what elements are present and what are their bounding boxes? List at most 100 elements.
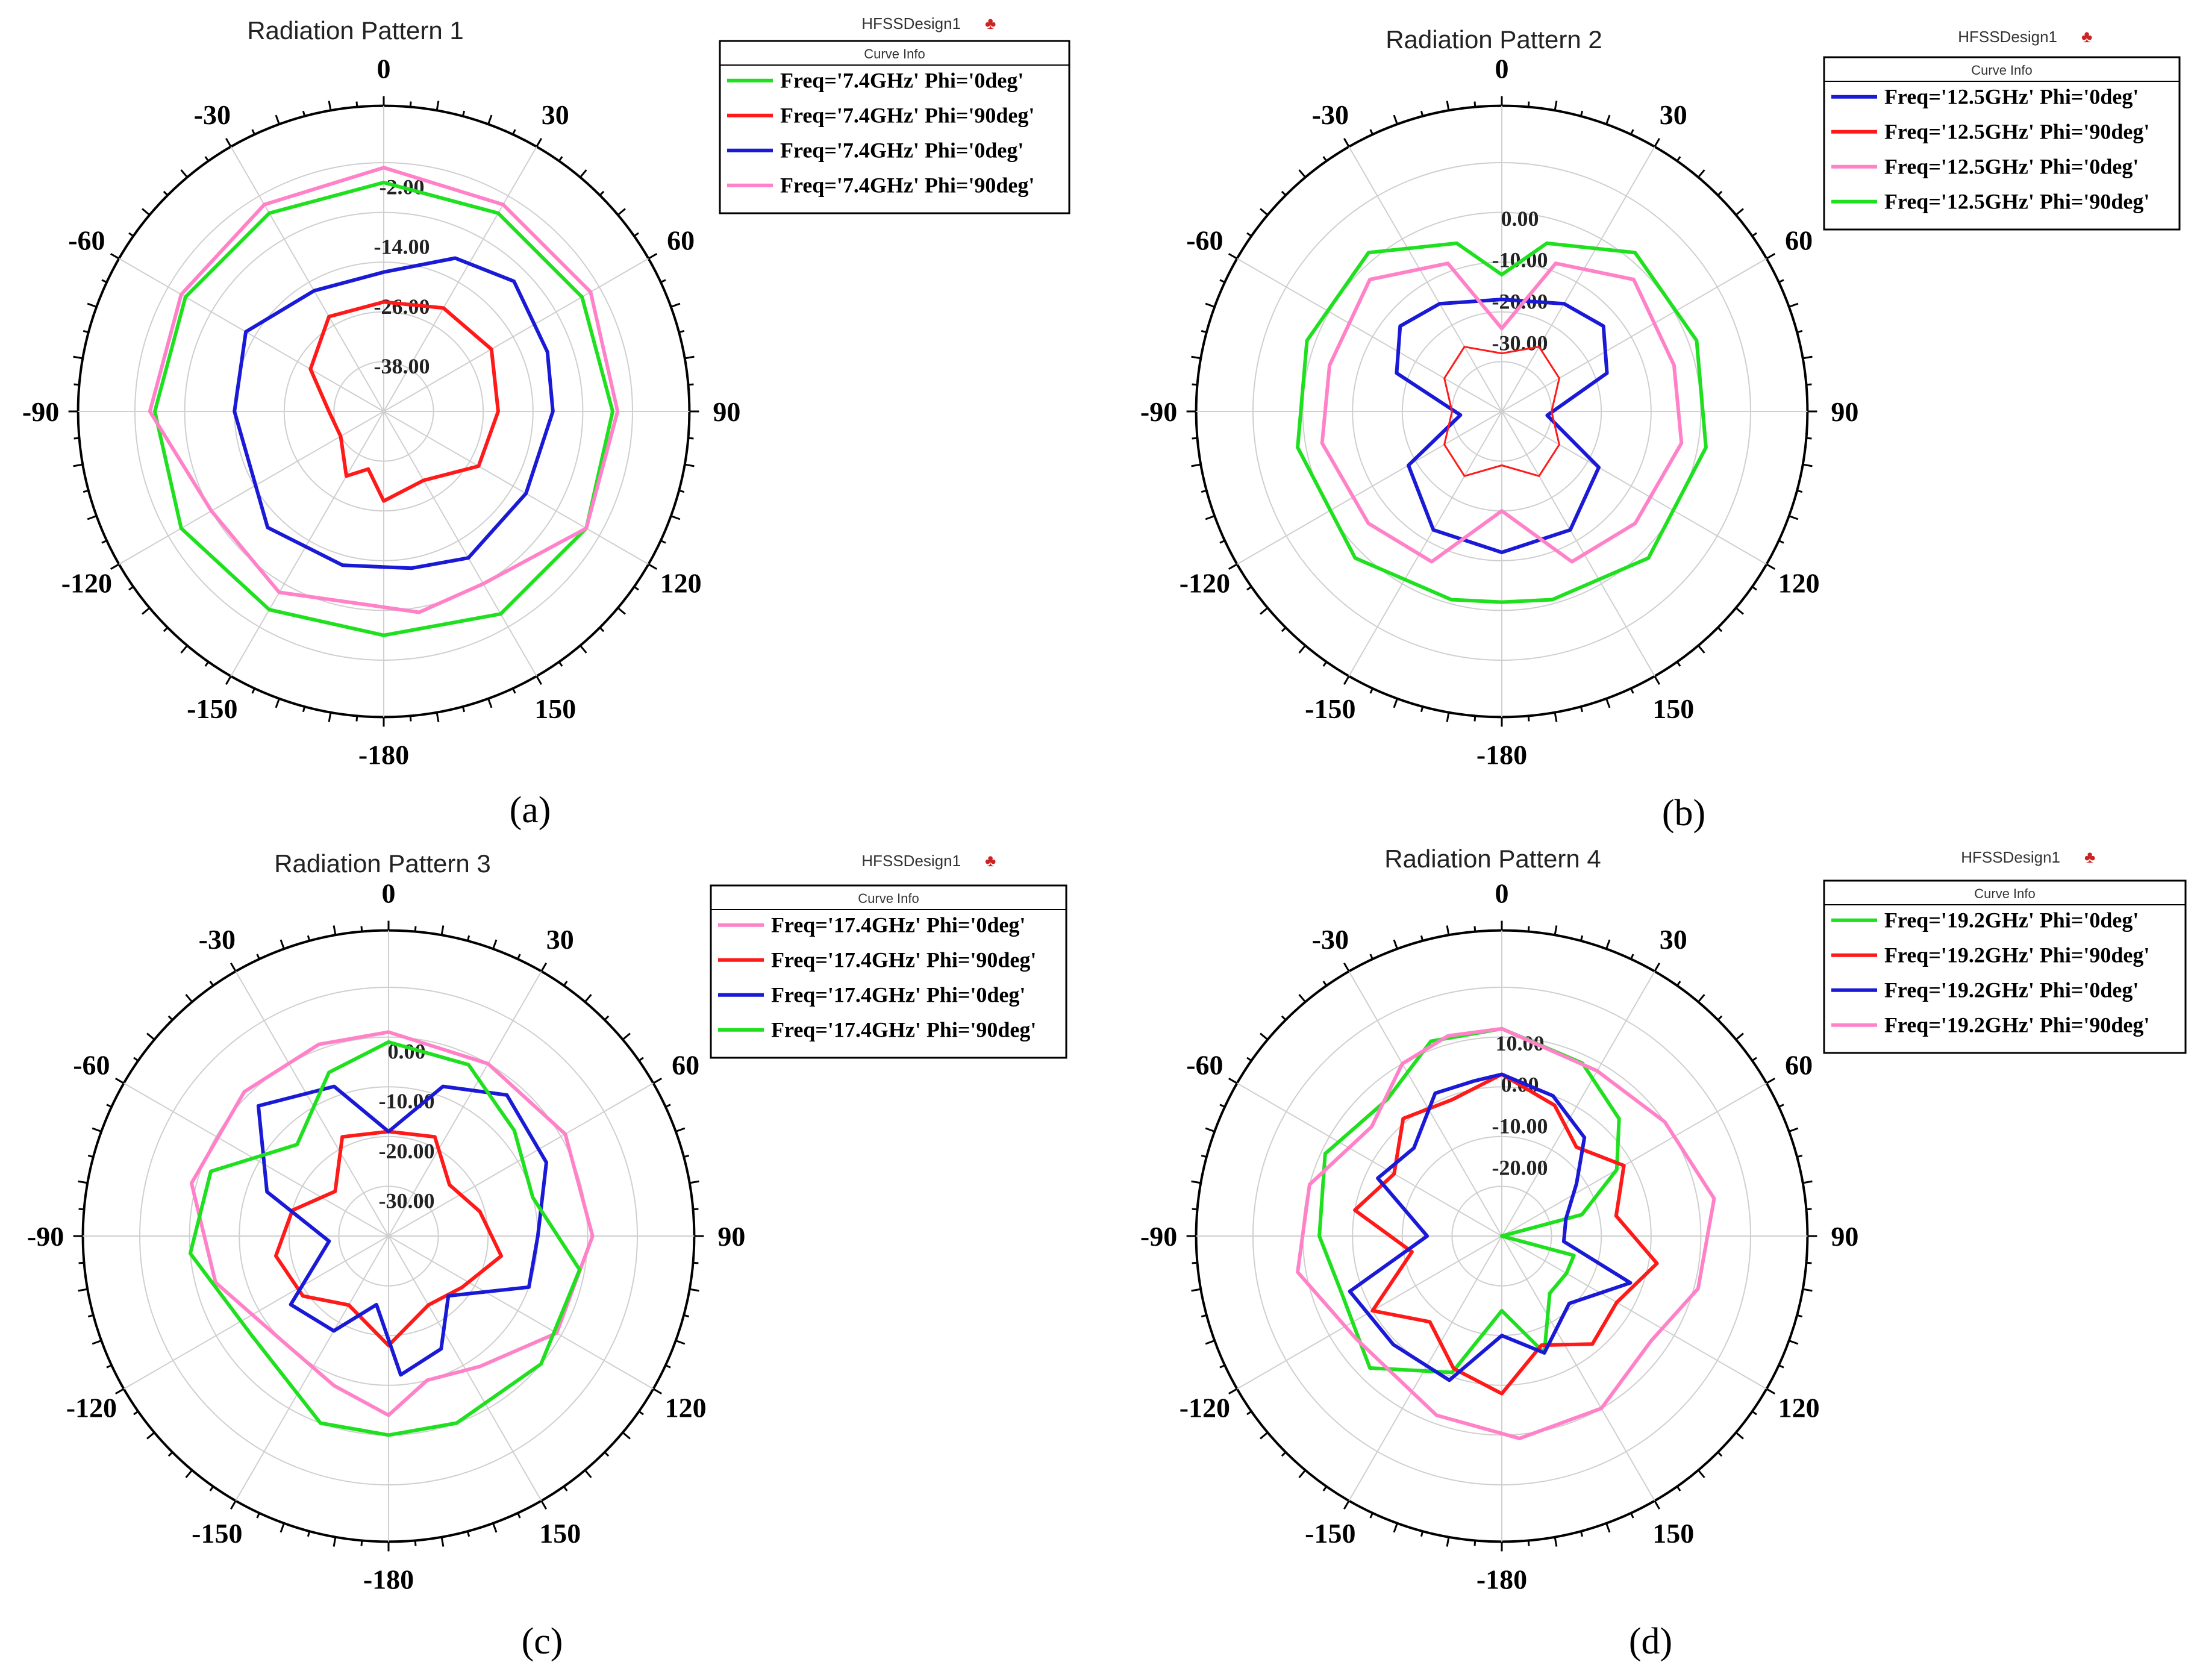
angle-tick-mark xyxy=(688,383,694,386)
angle-tick-mark xyxy=(1766,253,1776,260)
angle-tick-mark xyxy=(409,101,412,107)
grid-spoke xyxy=(1501,411,1767,565)
angle-tick-mark xyxy=(1393,698,1398,708)
angle-tick-mark xyxy=(1751,1410,1757,1416)
angle-tick-mark xyxy=(251,688,255,694)
angle-tick-mark xyxy=(683,1154,690,1158)
angle-tick-mark xyxy=(275,698,280,708)
angle-tick-mark xyxy=(409,716,412,722)
series-line-3 xyxy=(256,1084,548,1377)
angle-tick-mark xyxy=(670,302,681,308)
chart-title: Radiation Pattern 4 xyxy=(1384,845,1601,873)
angle-tick-mark xyxy=(1527,1540,1530,1546)
angle-tick-label: -180 xyxy=(358,739,409,770)
angle-tick-mark xyxy=(256,1513,260,1519)
angle-tick-mark xyxy=(1766,1388,1776,1394)
angle-tick-mark xyxy=(1281,626,1287,632)
angle-tick-mark xyxy=(1735,1032,1744,1040)
grid-spoke xyxy=(1348,146,1502,412)
angle-tick-mark xyxy=(1554,925,1558,935)
grid-spoke xyxy=(1501,258,1767,412)
angle-tick-label: 120 xyxy=(1778,568,1820,599)
angle-tick-label: 60 xyxy=(1785,1049,1813,1080)
series-line-4 xyxy=(148,166,620,614)
angle-tick-mark xyxy=(536,675,542,685)
angle-tick-mark xyxy=(466,935,470,941)
angle-tick-mark xyxy=(1580,1531,1584,1537)
angle-tick-label: 30 xyxy=(542,99,569,130)
radial-tick-label: -14.00 xyxy=(374,235,430,259)
legend-label: Freq='12.5GHz' Phi='90deg' xyxy=(1884,120,2149,144)
legend: Curve Info Freq='19.2GHz' Phi='0deg' Freq=… xyxy=(1823,879,2187,1054)
angle-tick-mark xyxy=(492,939,498,949)
angle-tick-mark xyxy=(466,1531,470,1537)
angle-tick-mark xyxy=(1654,1500,1660,1510)
angle-tick-mark xyxy=(683,1314,690,1318)
design-label: HFSSDesign1 xyxy=(861,14,961,33)
legend-label: Freq='7.4GHz' Phi='90deg' xyxy=(780,104,1034,128)
legend-label: Freq='17.4GHz' Phi='90deg' xyxy=(771,1018,1036,1042)
series-line-1 xyxy=(189,1030,595,1417)
legend-label: Freq='19.2GHz' Phi='90deg' xyxy=(1884,943,2149,967)
angle-tick-mark xyxy=(1219,1364,1225,1369)
angle-tick-mark xyxy=(1369,1513,1373,1519)
angle-tick-mark xyxy=(1766,563,1776,570)
angle-tick-mark xyxy=(225,675,232,685)
panel-caption: (c) xyxy=(522,1621,563,1662)
angle-tick-mark xyxy=(540,1500,547,1510)
angle-tick-mark xyxy=(101,279,107,283)
angle-tick-mark xyxy=(1446,925,1450,935)
angle-tick-mark xyxy=(1789,1127,1799,1132)
angle-tick-mark xyxy=(1630,1513,1634,1519)
angle-tick-mark xyxy=(1778,540,1784,544)
legend-label: Freq='12.5GHz' Phi='0deg' xyxy=(1884,155,2139,179)
angle-tick-mark xyxy=(204,661,210,667)
angle-tick-label: 150 xyxy=(534,693,576,724)
angle-tick-label: 150 xyxy=(539,1518,581,1549)
grid-spoke xyxy=(1237,258,1502,412)
angle-tick-mark xyxy=(517,954,521,960)
grid-spoke xyxy=(383,411,649,565)
angle-tick-mark xyxy=(1789,1340,1799,1345)
angle-tick-label: -90 xyxy=(1140,396,1177,427)
angle-tick-mark xyxy=(1698,645,1705,654)
angle-tick-mark xyxy=(675,1127,686,1132)
angle-tick-mark xyxy=(87,1154,94,1158)
angle-tick-label: -60 xyxy=(73,1049,110,1080)
angle-tick-mark xyxy=(684,355,695,360)
angle-tick-mark xyxy=(461,706,466,713)
angle-tick-mark xyxy=(670,515,681,520)
angle-tick-mark xyxy=(1219,279,1225,283)
angle-tick-label: 30 xyxy=(1660,99,1687,130)
angle-tick-mark xyxy=(146,1432,155,1440)
angle-tick-mark xyxy=(167,1015,173,1021)
angle-tick-mark xyxy=(1527,101,1530,107)
angle-tick-mark xyxy=(307,1531,311,1537)
angle-tick-mark xyxy=(230,1500,237,1510)
angle-tick-mark xyxy=(101,540,107,544)
angle-tick-mark xyxy=(1698,994,1705,1003)
angle-tick-label: -60 xyxy=(1186,1049,1223,1080)
angle-tick-mark xyxy=(1201,329,1207,334)
angle-tick-mark xyxy=(73,355,83,360)
angle-tick-mark xyxy=(128,232,134,237)
angle-tick-mark xyxy=(110,563,120,570)
angle-tick-mark xyxy=(275,114,280,125)
grid-spoke xyxy=(1501,1235,1655,1501)
angle-tick-mark xyxy=(512,129,516,135)
angle-tick-mark xyxy=(1717,190,1723,196)
angle-tick-mark xyxy=(617,607,626,615)
design-label: HFSSDesign1 xyxy=(861,852,961,870)
angle-tick-mark xyxy=(1228,1388,1238,1394)
grid-spoke xyxy=(123,1082,389,1237)
polar-chart-panel-1: Radiation Pattern 1 HFSSDesign1 ♣ 0 30 60 90 12… xyxy=(22,14,1070,831)
angle-tick-mark xyxy=(328,101,332,111)
angle-tick-label: 0 xyxy=(1495,878,1509,909)
legend-label: Freq='17.4GHz' Phi='0deg' xyxy=(771,913,1025,937)
angle-tick-mark xyxy=(1343,675,1350,685)
legend-box xyxy=(719,40,1070,214)
angle-tick-mark xyxy=(487,114,493,125)
angle-tick-mark xyxy=(114,1078,125,1084)
angle-tick-mark xyxy=(1751,232,1757,237)
angle-tick-mark xyxy=(1192,1208,1198,1211)
